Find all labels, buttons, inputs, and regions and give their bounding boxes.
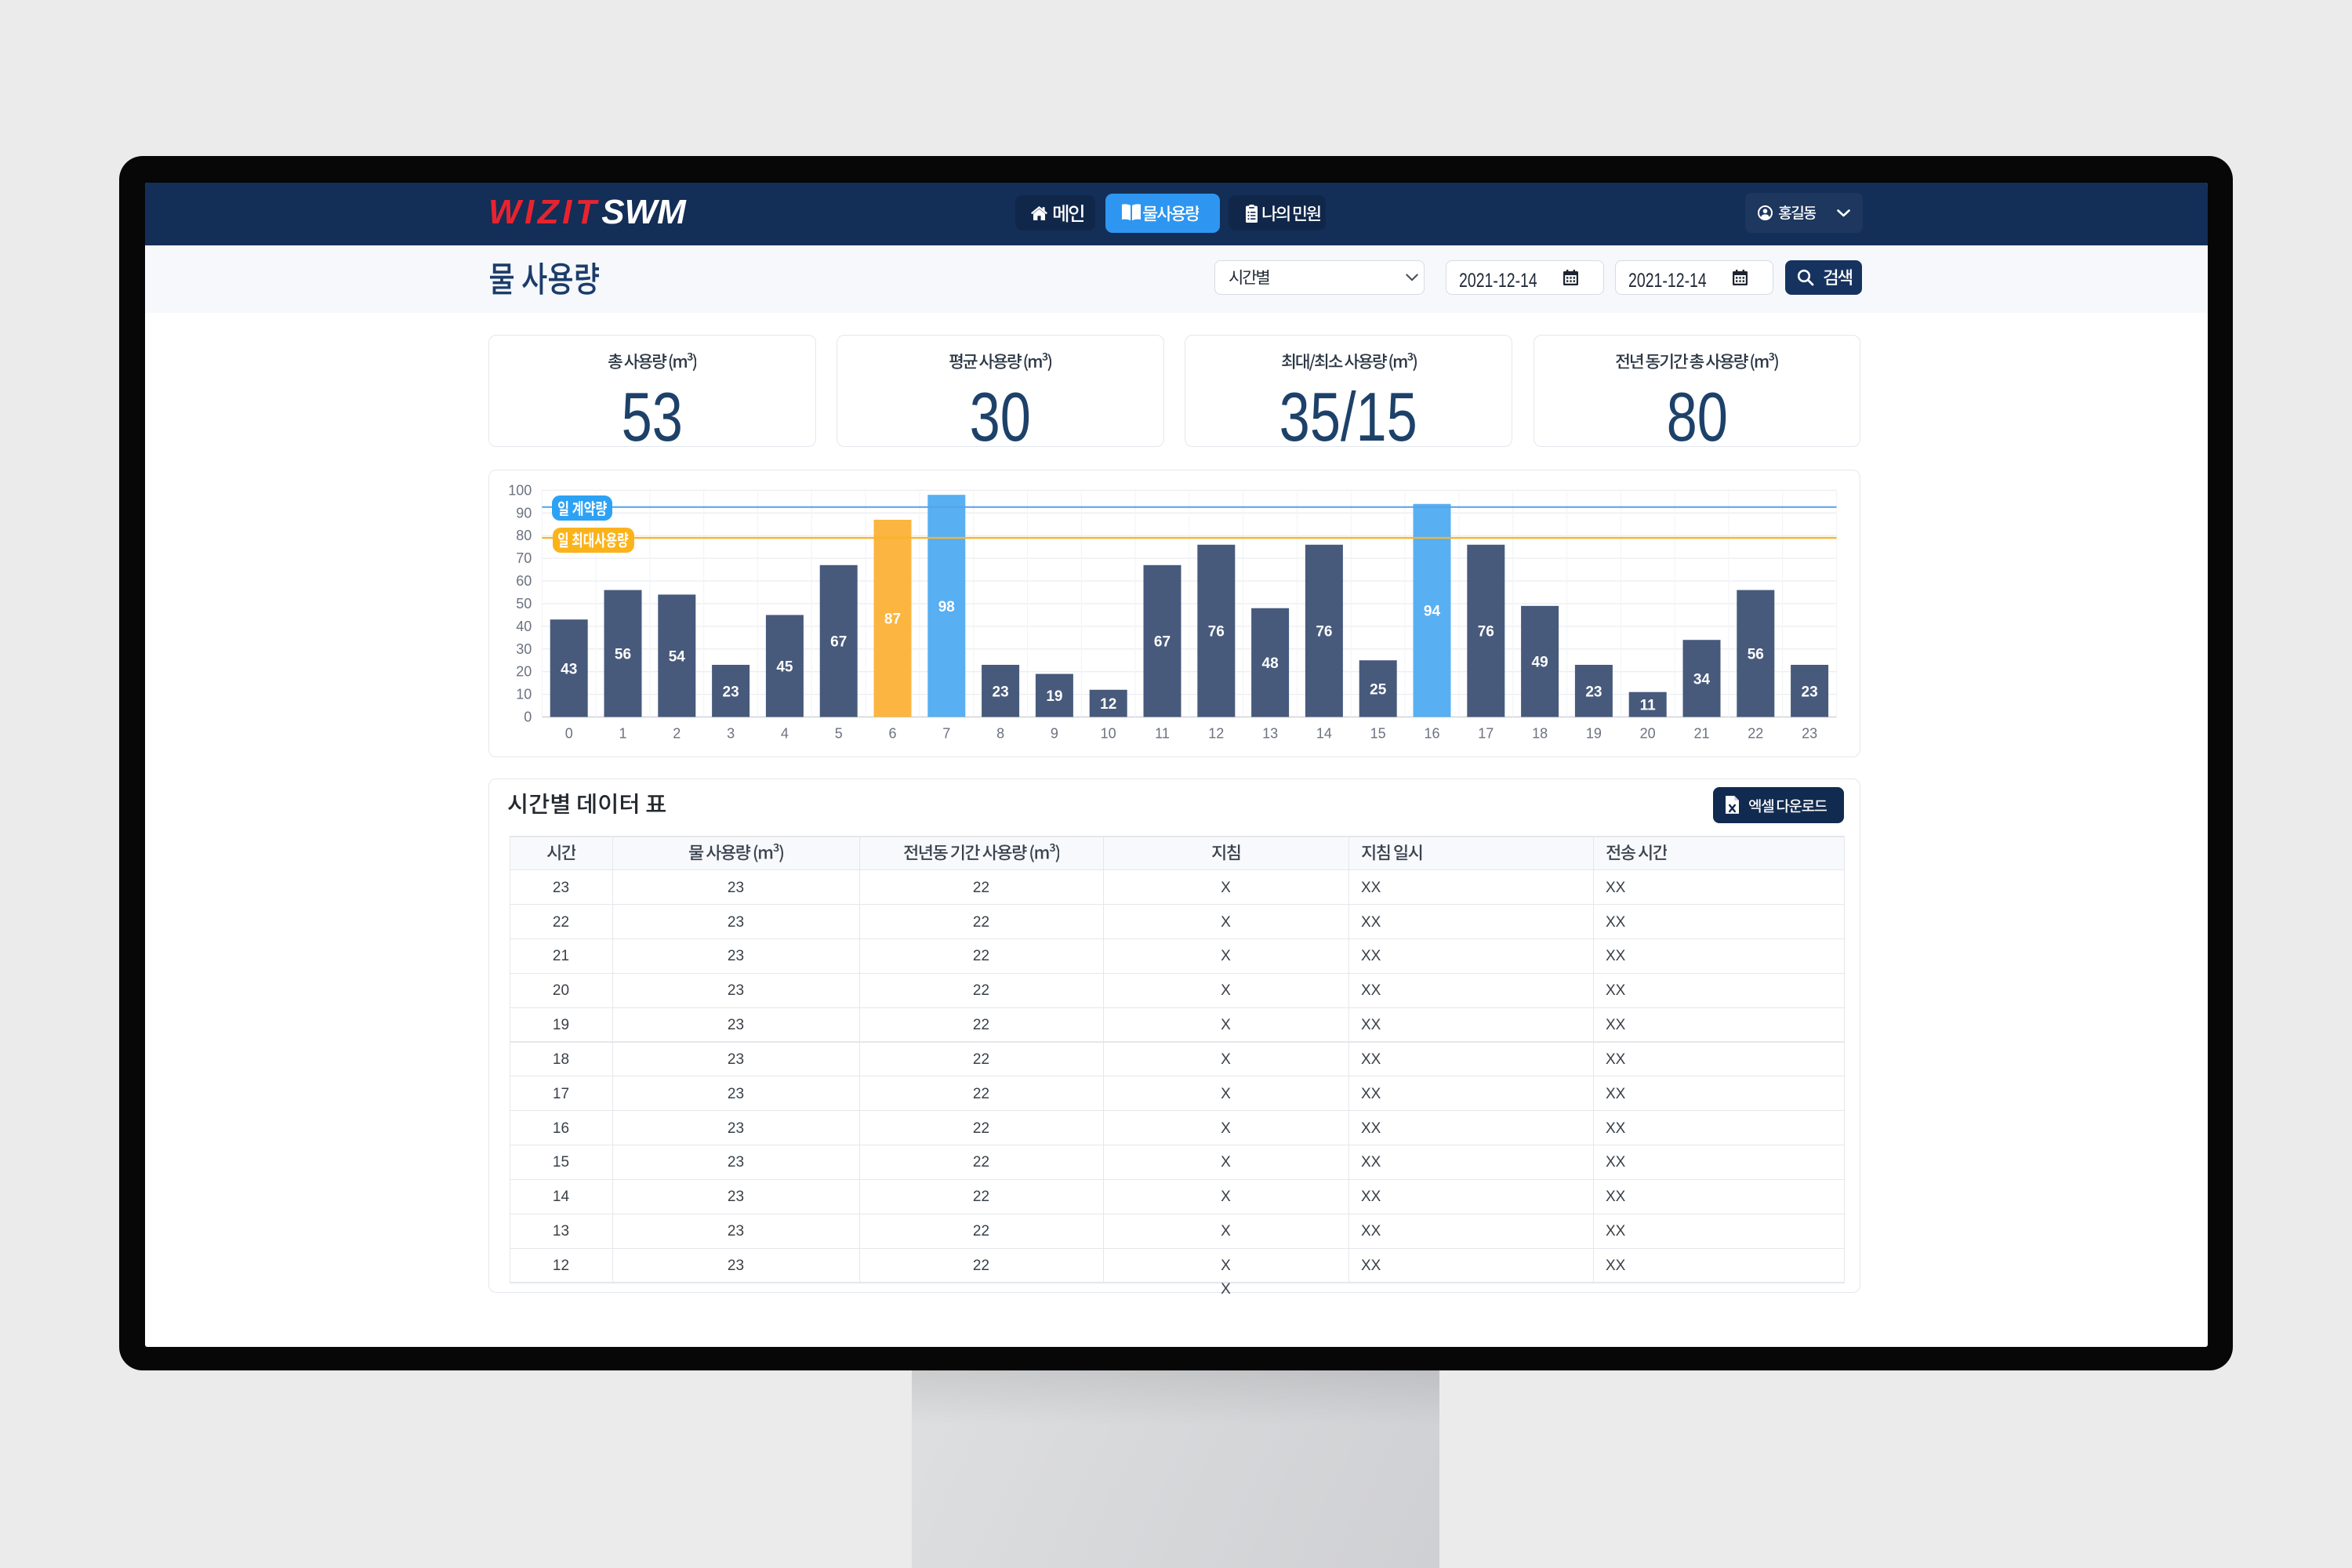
svg-text:76: 76 xyxy=(1208,624,1225,641)
svg-text:70: 70 xyxy=(516,550,532,566)
svg-text:10: 10 xyxy=(1101,726,1116,742)
svg-text:56: 56 xyxy=(615,647,631,663)
svg-text:54: 54 xyxy=(669,648,686,665)
svg-text:9: 9 xyxy=(1051,726,1058,742)
svg-text:56: 56 xyxy=(1748,647,1764,663)
svg-text:0: 0 xyxy=(524,710,532,725)
svg-text:12: 12 xyxy=(1208,726,1224,742)
svg-text:3: 3 xyxy=(727,726,735,742)
svg-text:8: 8 xyxy=(996,726,1004,742)
svg-text:43: 43 xyxy=(561,661,577,677)
svg-text:94: 94 xyxy=(1424,604,1441,620)
svg-text:2: 2 xyxy=(673,726,681,742)
svg-text:11: 11 xyxy=(1640,698,1657,714)
svg-text:21: 21 xyxy=(1693,726,1709,742)
svg-text:76: 76 xyxy=(1478,624,1494,641)
svg-text:17: 17 xyxy=(1478,726,1494,742)
svg-text:40: 40 xyxy=(516,619,532,634)
svg-text:30: 30 xyxy=(516,641,532,657)
svg-text:22: 22 xyxy=(1748,726,1763,742)
svg-text:19: 19 xyxy=(1046,688,1062,705)
svg-text:50: 50 xyxy=(516,596,532,612)
svg-text:34: 34 xyxy=(1693,671,1711,688)
svg-text:98: 98 xyxy=(938,599,955,615)
svg-text:25: 25 xyxy=(1370,681,1387,698)
svg-text:4: 4 xyxy=(781,726,789,742)
svg-text:87: 87 xyxy=(884,612,901,628)
svg-text:67: 67 xyxy=(830,634,847,651)
svg-text:45: 45 xyxy=(776,659,793,675)
svg-text:10: 10 xyxy=(516,687,532,702)
svg-text:100: 100 xyxy=(508,482,532,498)
svg-text:23: 23 xyxy=(1802,684,1818,700)
svg-text:20: 20 xyxy=(516,664,532,680)
svg-text:18: 18 xyxy=(1532,726,1548,742)
svg-text:1: 1 xyxy=(619,726,626,742)
svg-text:12: 12 xyxy=(1100,696,1116,713)
svg-text:90: 90 xyxy=(516,505,532,521)
svg-text:80: 80 xyxy=(516,528,532,543)
svg-text:11: 11 xyxy=(1155,726,1170,742)
svg-text:5: 5 xyxy=(835,726,843,742)
svg-text:16: 16 xyxy=(1424,726,1439,742)
svg-text:49: 49 xyxy=(1532,655,1548,671)
svg-text:6: 6 xyxy=(888,726,896,742)
svg-text:60: 60 xyxy=(516,573,532,589)
svg-text:7: 7 xyxy=(942,726,950,742)
svg-text:23: 23 xyxy=(723,684,739,700)
svg-text:13: 13 xyxy=(1262,726,1278,742)
svg-text:19: 19 xyxy=(1586,726,1602,742)
svg-text:14: 14 xyxy=(1316,726,1332,742)
svg-text:20: 20 xyxy=(1640,726,1656,742)
svg-text:0: 0 xyxy=(565,726,573,742)
svg-text:67: 67 xyxy=(1154,634,1171,651)
svg-text:23: 23 xyxy=(1802,726,1817,742)
svg-text:23: 23 xyxy=(993,684,1009,700)
svg-text:15: 15 xyxy=(1370,726,1386,742)
svg-text:48: 48 xyxy=(1262,655,1279,672)
svg-text:23: 23 xyxy=(1585,684,1602,700)
svg-text:76: 76 xyxy=(1316,624,1332,641)
